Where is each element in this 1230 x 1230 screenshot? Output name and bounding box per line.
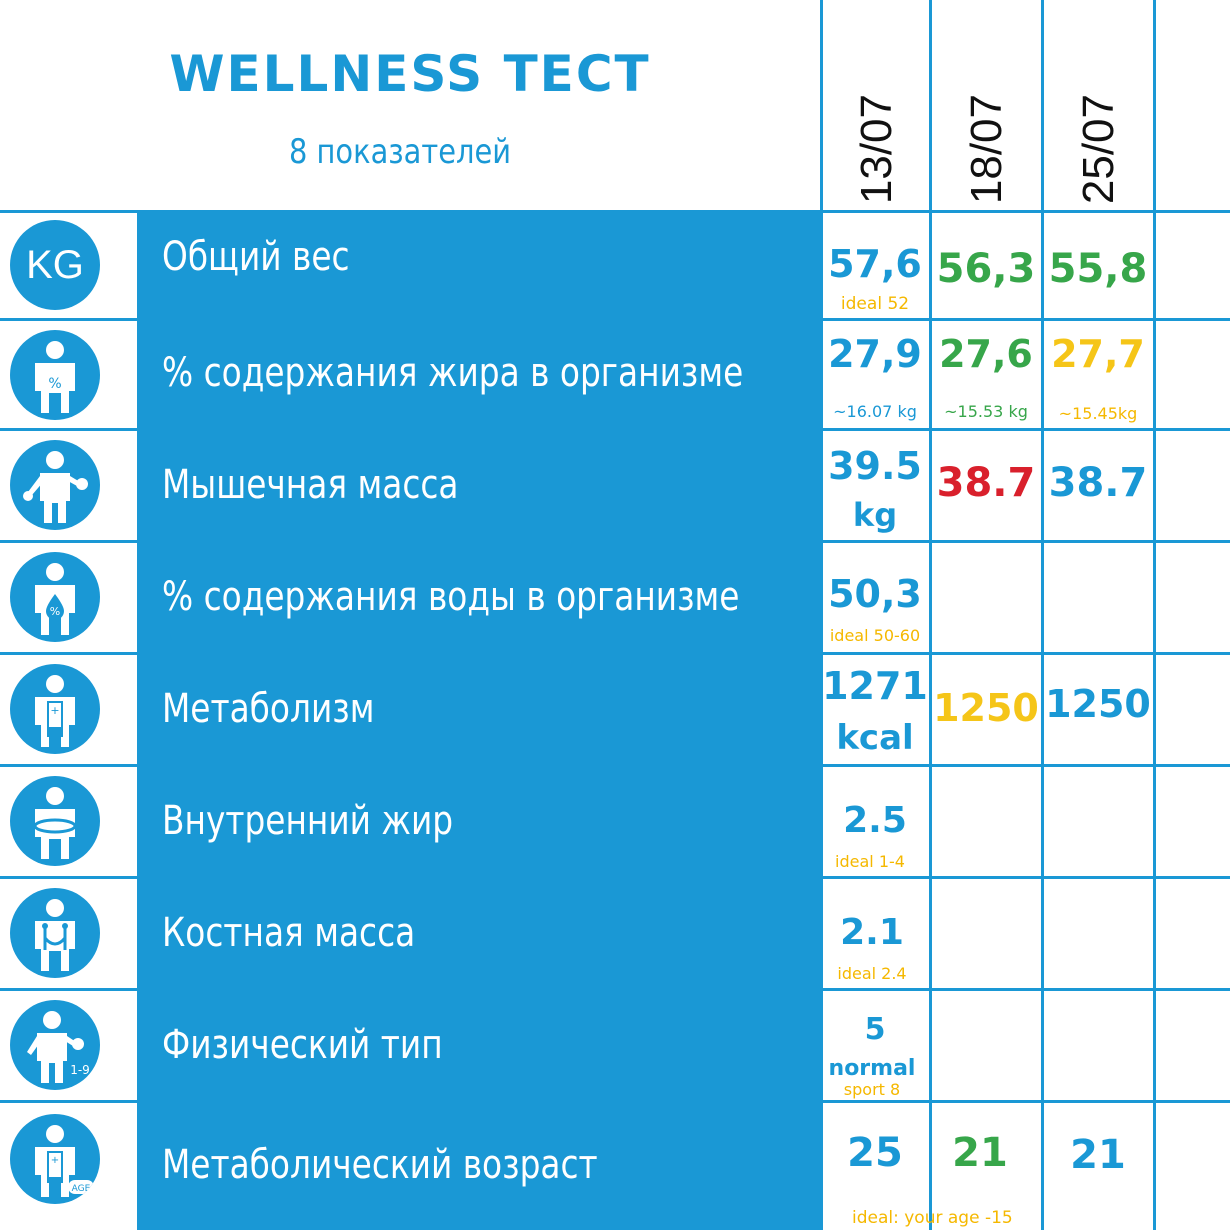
value-18-07: 38.7	[936, 460, 1036, 506]
svg-text:KG: KG	[26, 243, 84, 287]
svg-text:AGE: AGE	[72, 1184, 91, 1194]
grid-line	[137, 212, 140, 1230]
note-13-07: ideal 2.4	[837, 964, 907, 983]
svg-text:+: +	[50, 704, 59, 717]
value-18-07: 21	[952, 1130, 1008, 1176]
unit-13-07: kcal	[836, 718, 914, 758]
metric-row-metabolic-age: + AGE Метаболический возраст 25 21 21 id…	[0, 1102, 1230, 1230]
value-13-07: 1271	[822, 664, 928, 708]
grid-line	[0, 764, 1230, 767]
grid-line	[0, 1100, 1230, 1103]
grid-line	[0, 652, 1230, 655]
metric-label: Костная масса	[162, 910, 416, 956]
metric-label: Метаболический возраст	[162, 1142, 598, 1188]
grid-line	[0, 318, 1230, 321]
grid-line	[820, 0, 823, 1230]
note-18-07: ~15.53 kg	[944, 402, 1028, 421]
metric-row-water: % % содержания воды в организме 50,3 ide…	[0, 542, 1230, 652]
grid-line	[0, 428, 1230, 431]
value-18-07: 56,3	[936, 246, 1036, 292]
note-13-07: ideal 1-4	[835, 852, 905, 871]
page-subtitle: 8 показателей	[288, 132, 512, 172]
svg-text:%: %	[48, 376, 61, 392]
bone-mass-icon	[10, 888, 100, 978]
grid-line	[1153, 0, 1156, 1230]
value-25-07: 21	[1070, 1132, 1126, 1178]
value-13-07: 27,9	[828, 332, 922, 376]
body-water-icon: %	[10, 552, 100, 642]
metric-row-weight: KG Общий вес 57,6 ideal 52 56,3 55,8	[0, 212, 1230, 318]
date-column-header-1: 13/07	[852, 93, 901, 204]
body-fat-percent-icon: %	[10, 330, 100, 420]
svg-text:+: +	[51, 1155, 59, 1166]
value-13-07: 39.5	[828, 444, 922, 488]
value-13-07: 5	[864, 1012, 886, 1047]
unit-13-07: kg	[852, 496, 898, 534]
note-13-07: ideal 50-60	[829, 626, 921, 645]
metric-row-muscle: Мышечная масса 39.5 kg 38.7 38.7	[0, 430, 1230, 540]
metric-row-physique-type: 1-9 Физический тип 5 normal sport 8	[0, 990, 1230, 1100]
svg-text:1-9: 1-9	[70, 1063, 90, 1077]
metabolism-battery-icon: + -	[10, 664, 100, 754]
grid-line	[0, 210, 1230, 213]
value-25-07: 38.7	[1048, 460, 1148, 506]
grid-line	[0, 540, 1230, 543]
metric-label: Физический тип	[162, 1022, 443, 1068]
date-column-header-2: 18/07	[962, 93, 1011, 204]
page-title: WELLNESS TECT	[169, 45, 651, 103]
metric-label: Общий вес	[162, 234, 350, 280]
value-25-07: 1250	[1045, 682, 1151, 726]
grid-line	[929, 0, 932, 1230]
metabolic-age-icon: + AGE	[10, 1114, 100, 1204]
metric-row-bone-mass: Костная масса 2.1 ideal 2.4	[0, 878, 1230, 988]
label-band	[140, 212, 820, 1230]
kg-icon: KG	[10, 220, 100, 310]
value-13-07: 2.1	[840, 912, 904, 953]
metric-row-fat: % % содержания жира в организме 27,9 ~16…	[0, 320, 1230, 428]
metric-row-metabolism: + - Метаболизм 1271 kcal 1250 1250	[0, 654, 1230, 764]
value-13-07: 50,3	[828, 572, 922, 616]
metric-label: % содержания воды в организме	[162, 574, 740, 620]
note-13-07: ideal 52	[840, 294, 910, 314]
value-13-07: 2.5	[843, 800, 907, 841]
svg-text:%: %	[50, 605, 60, 618]
visceral-fat-icon	[10, 776, 100, 866]
value-13-07: 25	[847, 1130, 903, 1176]
metric-row-visceral-fat: Внутренний жир 2.5 ideal 1-4	[0, 766, 1230, 876]
grid-line	[0, 876, 1230, 879]
metric-label: % содержания жира в организме	[162, 350, 744, 396]
value-18-07: 1250	[933, 686, 1039, 730]
grid-line	[0, 988, 1230, 991]
unit-13-07: normal	[828, 1056, 916, 1081]
note-13-07: sport 8	[843, 1080, 901, 1099]
note-13-07: ~16.07 kg	[833, 402, 917, 421]
physique-type-icon: 1-9	[10, 1000, 100, 1090]
value-13-07: 57,6	[828, 242, 922, 286]
metric-label: Метаболизм	[162, 686, 375, 732]
note-13-07: ideal: your age -15	[852, 1208, 1013, 1228]
date-column-header-3: 25/07	[1074, 93, 1123, 204]
value-18-07: 27,6	[939, 332, 1033, 376]
grid-line	[1041, 0, 1044, 1230]
svg-text:-: -	[53, 724, 57, 737]
metric-label: Внутренний жир	[162, 798, 454, 844]
muscle-mass-icon	[10, 440, 100, 530]
metric-label: Мышечная масса	[162, 462, 459, 508]
note-25-07: ~15.45kg	[1058, 404, 1138, 423]
value-25-07: 27,7	[1051, 332, 1145, 376]
value-25-07: 55,8	[1048, 246, 1148, 292]
